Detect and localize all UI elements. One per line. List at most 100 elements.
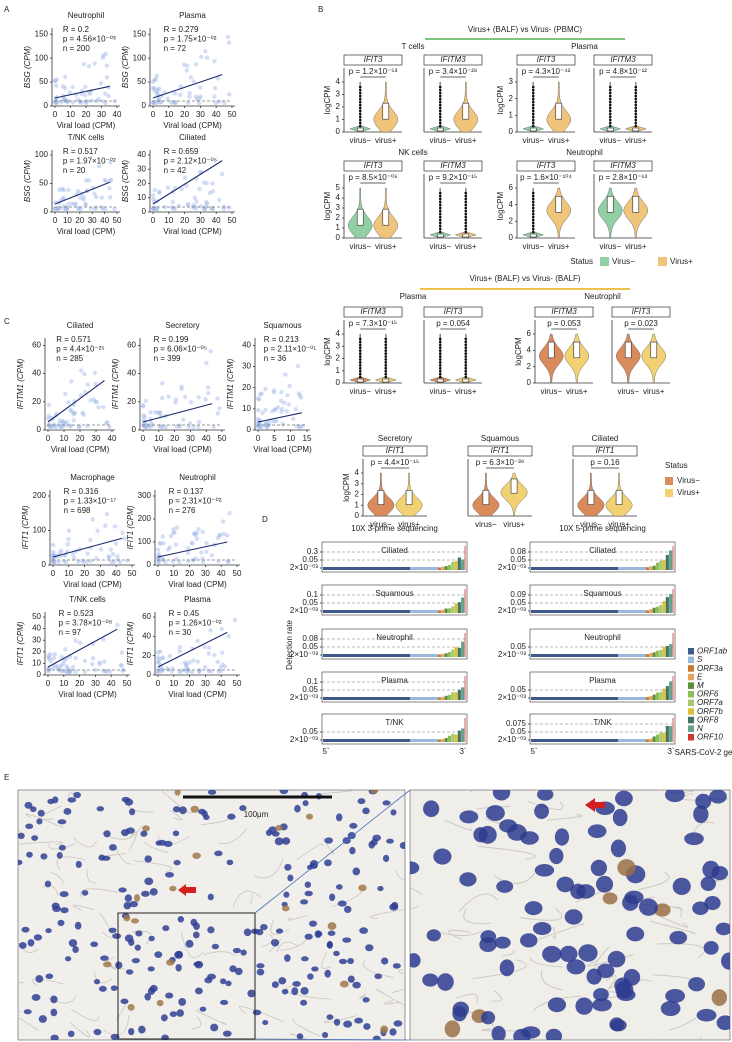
nucleus xyxy=(575,997,593,1015)
dot xyxy=(85,559,90,565)
nucleus xyxy=(660,1000,681,1017)
dot xyxy=(92,61,97,66)
dot xyxy=(104,420,109,426)
dot xyxy=(215,411,220,416)
y-tick-label: 2 xyxy=(509,94,514,103)
dot xyxy=(227,511,232,516)
nucleus xyxy=(392,963,401,969)
dot xyxy=(158,649,163,654)
nucleus xyxy=(128,808,136,816)
coverage-bar xyxy=(659,732,663,742)
x-axis-label: Viral load (CPM) xyxy=(168,690,227,699)
dot xyxy=(172,100,178,106)
dot xyxy=(90,656,96,661)
stat-text: p = 4.4×10⁻²⁶ xyxy=(56,345,104,354)
y-tick-label: 0 xyxy=(355,511,360,520)
fiber xyxy=(700,1036,703,1040)
y-tick-label: 4 xyxy=(509,200,514,209)
dot xyxy=(155,89,160,94)
x-end-label: 5` xyxy=(530,747,537,756)
p-value: p = 9.2×10⁻¹⁵ xyxy=(429,173,477,182)
outlier xyxy=(358,91,362,95)
outlier xyxy=(608,109,612,113)
x-tick-label: 30 xyxy=(196,216,205,225)
outlier xyxy=(438,349,442,352)
nucleus xyxy=(121,796,131,803)
x-tick-label: 40 xyxy=(202,434,211,443)
x-tick-label: 10 xyxy=(64,569,73,578)
nucleus xyxy=(554,828,570,846)
legend-item: Virus− xyxy=(612,257,635,266)
fiber xyxy=(41,805,62,820)
dot xyxy=(197,186,202,192)
nucleus xyxy=(374,973,383,980)
nucleus xyxy=(59,891,69,898)
nucleus xyxy=(100,955,109,961)
dot xyxy=(64,664,69,669)
nucleus xyxy=(47,798,55,805)
gene-box xyxy=(593,160,653,172)
dot xyxy=(186,546,191,551)
dot xyxy=(72,202,77,207)
dot xyxy=(150,206,156,211)
y-tick-label: 0 xyxy=(336,233,341,242)
gene-box xyxy=(423,160,483,172)
outlier xyxy=(358,124,362,128)
x-tick-label: 40 xyxy=(217,569,226,578)
dot xyxy=(152,187,158,193)
y-tick-label: 10 xyxy=(32,659,41,668)
nucleus xyxy=(193,961,202,967)
box xyxy=(615,490,623,505)
outlier xyxy=(438,340,442,344)
y-axis-label: IFITM1 (CPM) xyxy=(226,358,235,409)
y-tick-label: 2×10⁻⁰³ xyxy=(498,650,526,659)
dot xyxy=(187,91,192,96)
fiber xyxy=(51,872,64,884)
dot xyxy=(47,667,53,672)
dot xyxy=(295,364,301,369)
dot xyxy=(67,669,73,675)
dot xyxy=(198,204,204,209)
nucleus xyxy=(607,950,626,968)
dot xyxy=(95,528,100,534)
outlier xyxy=(531,106,535,110)
dot xyxy=(51,542,56,548)
y-tick-label: 40 xyxy=(32,369,41,378)
y-tick-label: 3 xyxy=(509,77,514,86)
dot xyxy=(217,533,222,538)
fiber xyxy=(519,908,563,921)
fiber xyxy=(70,1022,90,1038)
y-tick-label: 4 xyxy=(527,345,532,354)
outlier xyxy=(634,109,638,113)
dot xyxy=(205,385,211,390)
coverage-bar xyxy=(438,567,442,570)
dot xyxy=(184,663,189,668)
stat-text: R = 0.659 xyxy=(164,147,199,156)
fiber xyxy=(458,893,499,912)
gene-box xyxy=(572,445,638,457)
nucleus xyxy=(271,831,280,837)
legend-title: SARS-CoV-2 genes xyxy=(675,748,732,757)
outlier xyxy=(358,112,362,116)
dot xyxy=(83,84,88,90)
coverage-bar xyxy=(454,647,458,657)
x-tick-label: 0 xyxy=(151,216,156,225)
plot-title: Macrophage xyxy=(70,473,115,482)
violin xyxy=(615,333,641,384)
outlier xyxy=(358,109,362,113)
legend-item: ORF3a xyxy=(697,664,723,673)
outlier xyxy=(358,366,362,370)
outlier xyxy=(358,352,362,355)
dot xyxy=(110,551,116,557)
y-tick-label: 0 xyxy=(142,207,147,216)
x-tick-label: 0 xyxy=(256,434,261,443)
nucleus xyxy=(271,981,279,988)
nucleus xyxy=(278,977,287,985)
dot xyxy=(160,655,165,660)
coverage-bar xyxy=(618,654,647,657)
dot xyxy=(85,382,90,387)
dot xyxy=(75,188,81,194)
dot xyxy=(68,407,73,413)
dot xyxy=(181,62,187,67)
x-tick-label: virus+ xyxy=(375,387,397,396)
